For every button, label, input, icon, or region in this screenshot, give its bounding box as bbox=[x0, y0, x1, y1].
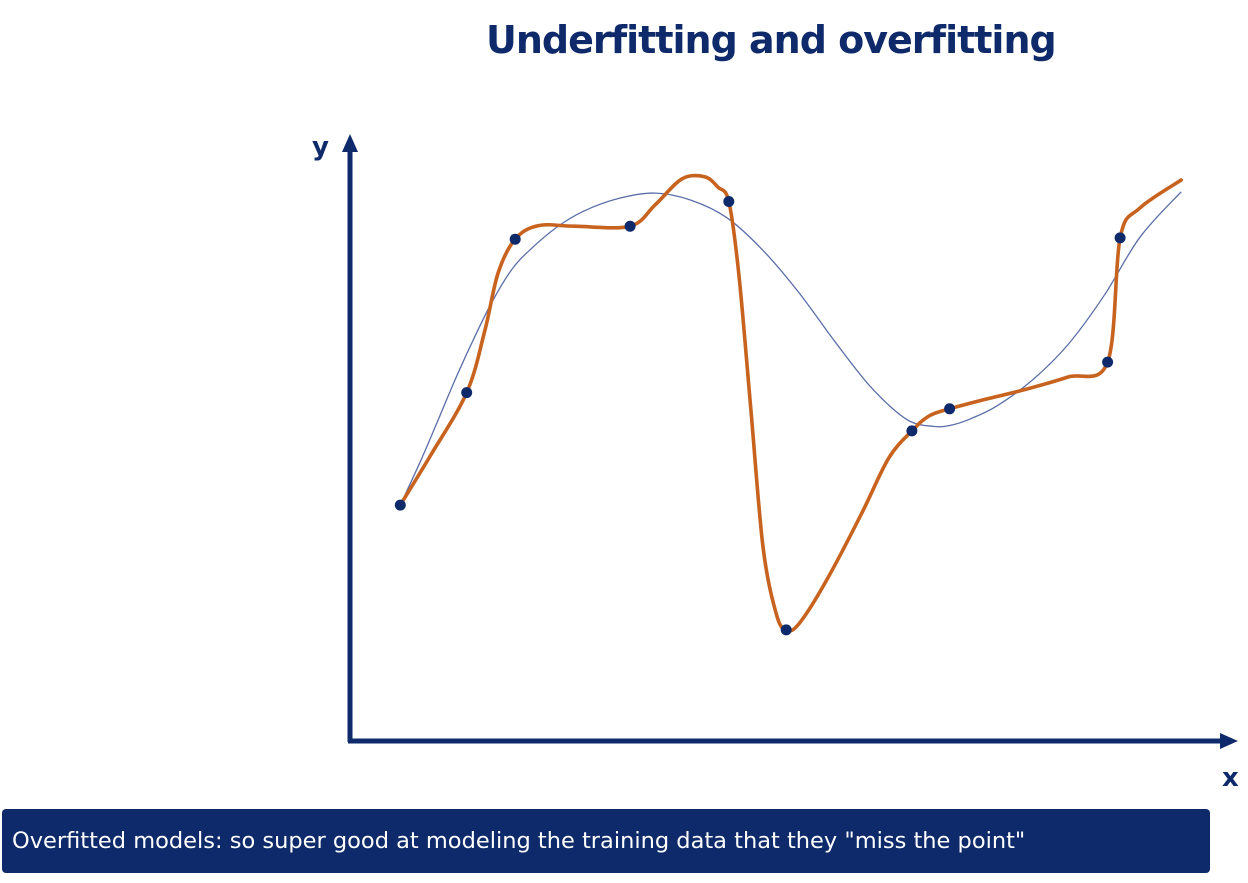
y-axis-label: y bbox=[312, 132, 329, 162]
data-point-4 bbox=[624, 220, 636, 232]
caption-bar: Overfitted models: so super good at mode… bbox=[2, 809, 1210, 873]
data-point-1 bbox=[394, 499, 406, 511]
data-point-5 bbox=[723, 196, 735, 207]
fitting-plot: y x bbox=[312, 132, 1239, 793]
data-point-10 bbox=[1114, 232, 1126, 244]
data-point-7 bbox=[906, 425, 918, 437]
data-point-8 bbox=[944, 403, 956, 415]
title-area: Underfitting and overfitting bbox=[0, 18, 1248, 74]
axes: y x bbox=[312, 132, 1239, 793]
data-points bbox=[394, 196, 1126, 636]
x-axis-label: x bbox=[1222, 763, 1239, 793]
slide-title: Underfitting and overfitting bbox=[486, 18, 1057, 62]
y-axis-arrow-icon bbox=[342, 134, 358, 152]
data-point-2 bbox=[461, 387, 473, 399]
overfit-curve bbox=[398, 173, 1183, 633]
curves bbox=[398, 173, 1183, 633]
x-axis-arrow-icon bbox=[1220, 733, 1238, 749]
data-point-9 bbox=[1102, 356, 1114, 368]
data-point-3 bbox=[509, 233, 521, 245]
caption-text: Overfitted models: so super good at mode… bbox=[12, 828, 1026, 854]
data-point-6 bbox=[780, 624, 792, 636]
